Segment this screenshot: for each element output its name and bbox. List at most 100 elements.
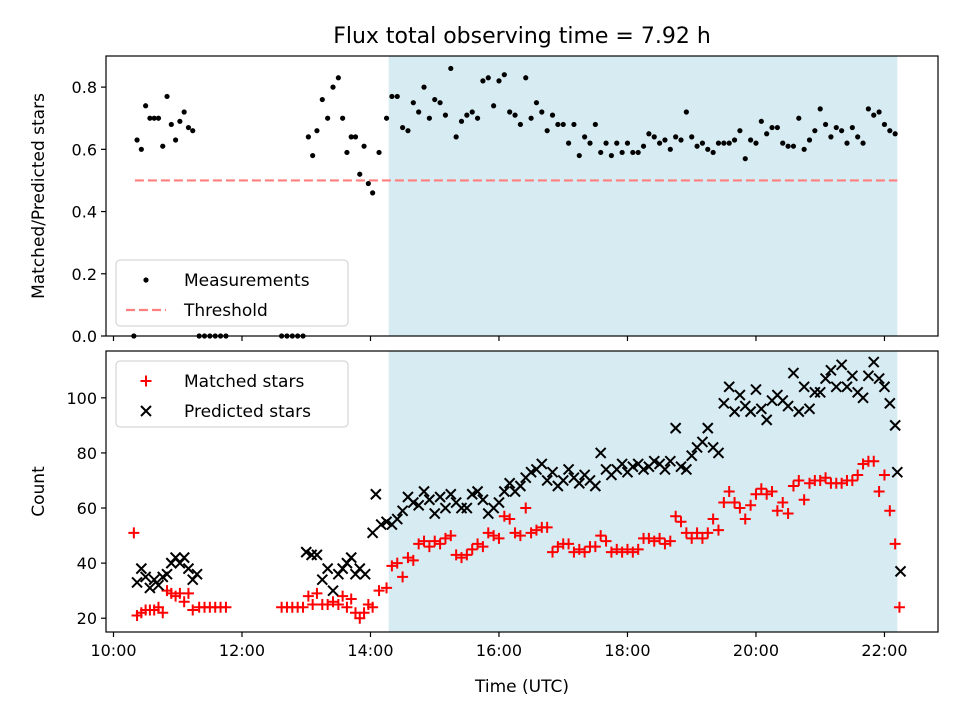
y-tick-label: 100 xyxy=(66,389,97,408)
predicted-point xyxy=(787,367,800,379)
matched-point xyxy=(750,488,762,500)
matched-point xyxy=(345,593,357,605)
measurement-point xyxy=(753,140,759,146)
x-tick-label: 12:00 xyxy=(219,641,265,660)
matched-point xyxy=(337,590,349,602)
measurement-point xyxy=(485,75,491,81)
y-tick-label: 20 xyxy=(77,609,97,628)
measurement-point xyxy=(190,128,196,134)
measurement-point xyxy=(731,137,738,143)
predicted-point xyxy=(514,480,527,492)
measurement-point xyxy=(764,131,770,137)
matched-point xyxy=(423,541,435,553)
matched-point xyxy=(358,607,370,619)
predicted-point xyxy=(760,414,773,426)
predicted-point xyxy=(830,381,842,393)
measurement-point xyxy=(389,93,395,100)
measurement-point xyxy=(314,128,320,134)
predicted-point xyxy=(191,568,203,580)
predicted-point xyxy=(718,397,730,410)
predicted-point xyxy=(423,494,436,506)
legend: Measurements Threshold xyxy=(115,259,349,327)
predicted-point xyxy=(803,403,816,415)
x-tick-label: 22:00 xyxy=(861,641,907,660)
predicted-point xyxy=(429,507,441,520)
y-axis-label: Matched/Predicted stars xyxy=(29,93,49,299)
measurement-point xyxy=(464,112,470,118)
matched-point xyxy=(297,601,309,613)
measurement-point xyxy=(726,140,732,146)
predicted-point xyxy=(493,496,505,509)
predicted-point xyxy=(541,474,553,487)
measurement-point xyxy=(365,180,371,187)
matched-point xyxy=(182,587,194,599)
measurement-point xyxy=(147,115,153,121)
predicted-point xyxy=(702,422,714,434)
predicted-point xyxy=(370,488,382,500)
measurement-point xyxy=(865,106,871,112)
measurement-point xyxy=(560,121,566,128)
x-tick-label: 18:00 xyxy=(604,641,650,660)
measurement-point xyxy=(769,124,775,131)
measurement-point xyxy=(164,93,170,100)
matched-point xyxy=(729,497,741,509)
measurement-point xyxy=(523,75,529,81)
matched-point xyxy=(589,541,601,553)
matched-point xyxy=(777,497,789,509)
measurement-point xyxy=(774,124,780,131)
matched-point xyxy=(128,527,140,539)
matched-point xyxy=(579,546,591,558)
measurement-point xyxy=(699,140,706,146)
measurement-point xyxy=(662,137,668,143)
measurement-point xyxy=(138,146,144,152)
x-tick-label: 20:00 xyxy=(733,641,779,660)
measurement-point xyxy=(448,65,454,72)
measurement-point xyxy=(705,146,711,152)
matched-point xyxy=(712,524,724,536)
matched-point xyxy=(745,499,757,511)
predicted-point xyxy=(300,546,312,558)
y-tick-label: 60 xyxy=(77,499,97,518)
y-tick-label: 0.8 xyxy=(72,78,97,97)
matched-point xyxy=(696,532,708,544)
predicted-point xyxy=(878,381,891,393)
matched-point xyxy=(541,521,553,533)
measurement-point xyxy=(689,134,695,140)
measurement-point xyxy=(555,121,561,128)
matched-point xyxy=(873,486,885,497)
legend-label: Measurements xyxy=(184,271,310,291)
measurement-point xyxy=(678,137,684,143)
matched-point xyxy=(504,513,516,525)
measurement-point xyxy=(185,124,192,131)
measurement-point xyxy=(370,190,376,196)
measurement-point xyxy=(432,96,438,103)
predicted-point xyxy=(359,568,371,580)
predicted-point xyxy=(744,405,757,418)
measurement-point xyxy=(673,134,679,140)
matched-point xyxy=(793,474,805,486)
measurement-point xyxy=(376,149,382,156)
predicted-point xyxy=(891,466,904,478)
predicted-point xyxy=(793,405,805,418)
ratio-panel: 0.0 0.2 0.4 0.6 0.8 Matched/Predicted stars Me… xyxy=(29,55,939,346)
measurement-point xyxy=(860,140,866,146)
predicted-point xyxy=(589,480,602,492)
measurement-point xyxy=(474,115,481,121)
predicted-point xyxy=(664,455,677,467)
matched-point xyxy=(187,604,199,616)
measurement-point xyxy=(160,143,166,149)
matched-point xyxy=(600,535,612,547)
measurement-point xyxy=(410,100,416,106)
legend-label: Threshold xyxy=(183,301,268,321)
legend-label: Predicted stars xyxy=(184,402,311,422)
measurement-point xyxy=(646,131,652,137)
measurement-point xyxy=(587,140,593,146)
predicted-point xyxy=(178,551,190,564)
matched-point xyxy=(707,513,719,525)
matched-point xyxy=(723,486,735,497)
measurement-point xyxy=(603,140,609,146)
predicted-point xyxy=(536,458,548,470)
matched-point xyxy=(520,502,532,514)
predicted-point xyxy=(412,499,425,511)
predicted-point xyxy=(846,370,859,382)
